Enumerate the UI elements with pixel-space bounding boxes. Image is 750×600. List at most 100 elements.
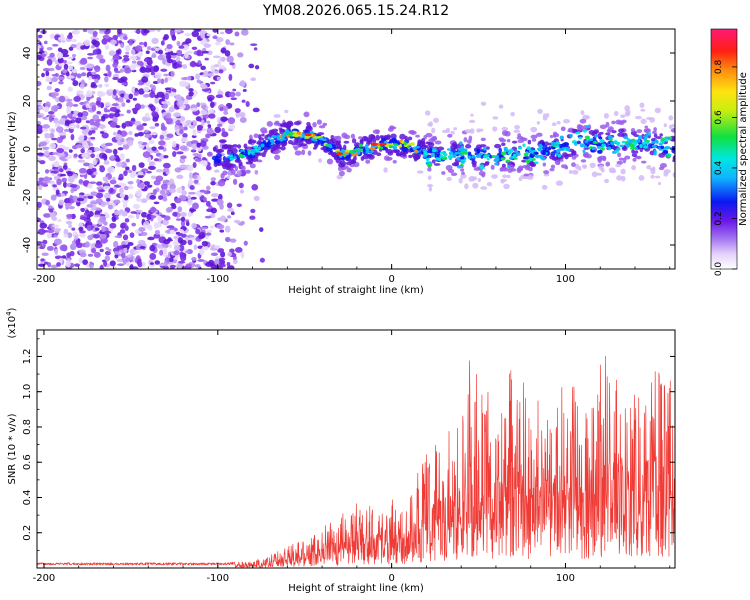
ridge-halo [645,117,653,120]
ridge-core [591,146,596,151]
ridge-halo [316,119,322,125]
noise-blob [72,80,79,87]
noise-blob [241,99,246,103]
noise-blob [93,171,98,176]
ridge-halo [258,137,265,141]
ridge-halo [234,159,242,163]
ridge-halo [636,129,643,134]
noise-blob [57,47,63,52]
noise-blob [200,32,205,39]
noise-blob [143,41,148,48]
noise-blob [144,134,152,139]
noise-blob [80,148,85,154]
noise-blob [206,120,211,124]
noise-blob [159,134,165,140]
ridge-halo [477,178,481,183]
ridge-core [575,131,581,135]
ridge-halo [486,181,493,187]
noise-blob [185,263,192,267]
colorbar-label: Normalized spectral amplitude [738,72,749,226]
noise-blob [165,117,173,125]
ridge-halo [402,151,407,157]
ridge-halo [672,155,675,161]
ridge-halo [315,140,320,145]
ridge-halo [521,159,527,163]
noise-blob [178,45,185,49]
noise-blob [69,184,78,188]
noise-blob [72,103,79,107]
ridge-halo [542,162,547,167]
ridge-halo [303,111,310,118]
ridge-core [569,133,573,138]
noise-blob [46,85,52,91]
noise-blob [67,232,73,239]
noise-blob [201,50,209,54]
noise-blob [201,245,209,251]
noise-blob [91,247,96,254]
noise-blob [127,242,134,246]
noise-blob [187,198,193,206]
ridge-halo [314,143,318,149]
noise-blob [61,255,67,259]
noise-blob [212,55,221,59]
noise-blob [103,260,108,267]
noise-blob [65,220,73,225]
snr-x-axis: -200 -100 0 100 [33,330,671,584]
noise-blob [42,124,50,129]
noise-blob [169,188,176,194]
noise-blob [159,189,166,196]
noise-blob [188,90,194,97]
noise-blob [227,207,234,212]
noise-blob [58,199,65,206]
noise-blob [131,164,137,172]
ridge-halo [330,138,337,143]
noise-blob [146,46,152,51]
noise-blob [239,116,247,124]
ridge-halo [317,132,325,136]
noise-blob [71,227,76,231]
ridge-halo [343,165,349,169]
noise-blob [63,233,69,238]
ridge-core [388,145,393,149]
ridge-halo [472,182,479,189]
ridge-halo [501,126,509,132]
ridge-halo [433,163,441,166]
noise-blob [93,147,100,152]
ridge-core [276,137,281,141]
noise-blob [61,177,67,183]
ridge-halo [492,126,498,132]
noise-blob [132,203,141,210]
ridge-halo [270,146,274,150]
ridge-halo [585,153,592,159]
noise-blob [68,175,75,183]
noise-blob [108,113,115,119]
noise-blob [184,33,192,37]
noise-blob [190,196,197,200]
ridge-halo [600,167,605,173]
noise-blob [56,126,64,133]
noise-blob [180,211,187,218]
noise-blob [80,45,86,50]
noise-blob [163,103,168,109]
noise-blob [229,42,235,46]
ridge-halo [651,130,657,134]
noise-blob [37,184,43,191]
ridge-core [491,155,496,158]
noise-blob [169,52,178,56]
noise-blob [37,263,46,267]
y-tick-label: 0.4 [22,490,33,506]
ridge-halo [556,120,561,125]
noise-blob [121,82,128,86]
ridge-core [607,146,612,151]
noise-blob [235,111,240,118]
ridge-halo [301,149,306,156]
noise-blob [205,133,211,139]
ridge-halo [272,150,280,155]
ridge-core [325,143,329,147]
noise-blob [203,43,212,48]
spectrogram-x-axis: -200 -100 0 100 [33,29,671,285]
noise-blob [242,89,247,92]
noise-blob [68,206,75,210]
noise-blob [44,132,49,139]
noise-blob [84,241,90,248]
